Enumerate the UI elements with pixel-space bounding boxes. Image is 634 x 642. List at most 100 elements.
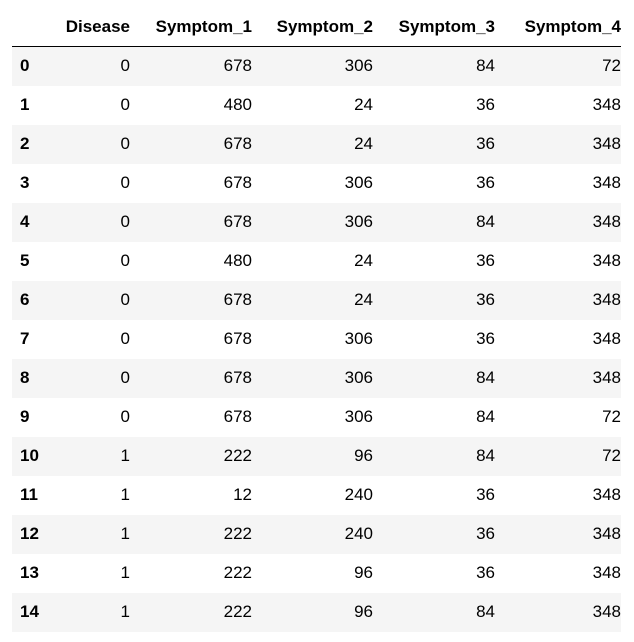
row-index: 10: [20, 446, 39, 465]
column-header-disease: Disease: [48, 8, 130, 47]
table-row: 11 1 12 240 36 348: [12, 475, 621, 515]
table-row: 0 0 678 306 84 72: [12, 46, 621, 86]
cell-disease: 1: [120, 602, 130, 621]
cell-symptom-3: 36: [476, 290, 495, 309]
cell-symptom-3: 84: [476, 407, 495, 426]
cell-symptom-3: 36: [476, 134, 495, 153]
cell-disease: 0: [120, 329, 130, 348]
cell-disease: 0: [120, 56, 130, 76]
row-index: 7: [20, 329, 30, 348]
cell-symptom-4: 72: [602, 56, 621, 76]
cell-symptom-4: 348: [592, 251, 621, 270]
cell-symptom-3: 84: [476, 602, 495, 621]
row-index: 9: [20, 407, 30, 426]
cell-disease: 1: [120, 446, 130, 465]
row-index: 12: [20, 524, 39, 543]
cell-disease: 0: [120, 407, 130, 426]
cell-disease: 1: [120, 563, 130, 582]
cell-disease: 0: [120, 251, 130, 270]
column-header-symptom-1: Symptom_1: [130, 8, 252, 47]
table-row: 4 0 678 306 84 348: [12, 202, 621, 242]
cell-symptom-3: 36: [476, 485, 495, 504]
cell-disease: 0: [120, 95, 130, 114]
table-header: Disease Symptom_1 Symptom_2 Symptom_3 Sy…: [12, 8, 621, 47]
cell-symptom-4: 348: [592, 290, 621, 309]
row-index: 8: [20, 368, 30, 387]
cell-symptom-1: 222: [223, 563, 252, 582]
cell-symptom-2: 96: [354, 563, 373, 582]
cell-symptom-3: 84: [476, 368, 495, 387]
cell-symptom-1: 480: [223, 95, 252, 114]
cell-symptom-2: 96: [354, 602, 373, 621]
cell-symptom-1: 678: [223, 329, 252, 348]
table-row: 8 0 678 306 84 348: [12, 358, 621, 398]
column-header-symptom-2: Symptom_2: [252, 8, 373, 47]
cell-symptom-1: 678: [223, 407, 252, 426]
cell-disease: 1: [120, 485, 130, 504]
cell-symptom-4: 348: [592, 212, 621, 231]
cell-symptom-3: 36: [476, 173, 495, 192]
row-index: 4: [20, 212, 30, 231]
cell-symptom-2: 306: [344, 173, 373, 192]
cell-symptom-4: 348: [592, 485, 621, 504]
cell-symptom-2: 240: [344, 524, 373, 543]
cell-disease: 0: [120, 290, 130, 309]
row-index: 2: [20, 134, 30, 153]
table-body: 0 0 678 306 84 72 1 0 480 24 36 348 2 0 678 24 36 348 3 0 67…: [12, 46, 621, 632]
cell-symptom-1: 222: [223, 602, 252, 621]
row-index: 11: [20, 485, 38, 504]
table-row: 9 0 678 306 84 72: [12, 397, 621, 437]
cell-symptom-4: 348: [592, 602, 621, 621]
cell-symptom-2: 306: [344, 212, 373, 231]
cell-symptom-4: 348: [592, 563, 621, 582]
cell-symptom-3: 84: [476, 212, 495, 231]
cell-symptom-2: 240: [344, 485, 373, 504]
table-row: 3 0 678 306 36 348: [12, 163, 621, 203]
cell-symptom-3: 36: [476, 563, 495, 582]
row-index: 3: [20, 173, 30, 192]
table-row: 7 0 678 306 36 348: [12, 319, 621, 359]
cell-symptom-2: 24: [354, 95, 373, 114]
cell-disease: 0: [120, 134, 130, 153]
cell-symptom-1: 678: [223, 134, 252, 153]
cell-symptom-4: 348: [592, 329, 621, 348]
cell-symptom-3: 36: [476, 329, 495, 348]
cell-symptom-1: 480: [223, 251, 252, 270]
cell-symptom-4: 72: [602, 407, 621, 426]
table-row: 10 1 222 96 84 72: [12, 436, 621, 476]
cell-symptom-2: 24: [354, 290, 373, 309]
cell-symptom-1: 678: [223, 212, 252, 231]
table-row: 12 1 222 240 36 348: [12, 514, 621, 554]
cell-disease: 0: [120, 368, 130, 387]
cell-symptom-1: 222: [223, 446, 252, 465]
row-index: 6: [20, 290, 30, 309]
cell-symptom-4: 348: [592, 134, 621, 153]
index-header: [12, 8, 48, 47]
table-row: 14 1 222 96 84 348: [12, 592, 621, 632]
cell-symptom-2: 306: [344, 368, 373, 387]
row-index: 13: [20, 563, 39, 582]
cell-symptom-4: 348: [592, 173, 621, 192]
table-row: 5 0 480 24 36 348: [12, 241, 621, 281]
cell-symptom-3: 36: [476, 251, 495, 270]
cell-symptom-2: 306: [344, 56, 373, 76]
cell-disease: 0: [120, 212, 130, 231]
header-row: Disease Symptom_1 Symptom_2 Symptom_3 Sy…: [12, 8, 621, 47]
cell-symptom-3: 36: [476, 95, 495, 114]
row-index: 14: [20, 602, 39, 621]
row-index: 0: [20, 56, 30, 76]
data-table: Disease Symptom_1 Symptom_2 Symptom_3 Sy…: [12, 8, 621, 632]
cell-symptom-2: 306: [344, 329, 373, 348]
column-header-symptom-3: Symptom_3: [373, 8, 495, 47]
cell-symptom-3: 36: [476, 524, 495, 543]
cell-symptom-2: 24: [354, 134, 373, 153]
cell-symptom-2: 96: [354, 446, 373, 465]
cell-symptom-1: 678: [223, 290, 252, 309]
cell-symptom-4: 348: [592, 368, 621, 387]
row-index: 5: [20, 251, 30, 270]
cell-symptom-1: 12: [233, 485, 252, 504]
column-header-symptom-4: Symptom_4: [495, 8, 621, 47]
cell-disease: 0: [120, 173, 130, 192]
table-row: 6 0 678 24 36 348: [12, 280, 621, 320]
cell-symptom-1: 678: [223, 56, 252, 76]
